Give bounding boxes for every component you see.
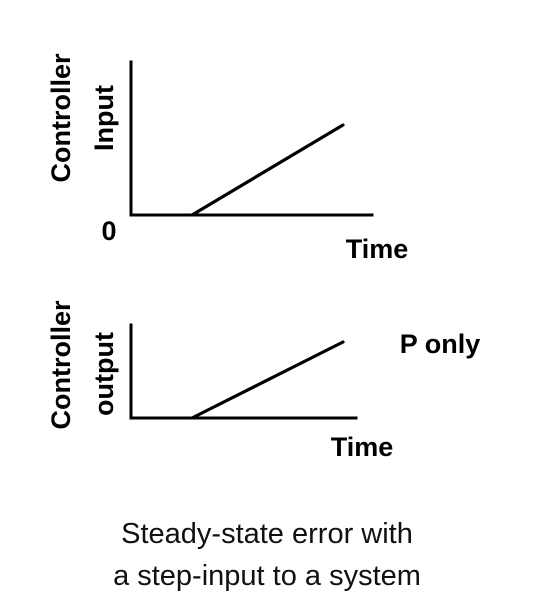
top-ramp-line [190,123,345,217]
top-xlabel: Time [346,234,409,264]
caption-line2: a step-input to a system [113,560,421,592]
bottom-xlabel: Time [331,432,394,462]
bottom-plot: Controller output P only Time [46,300,480,462]
top-ylabel-line1: Controller [46,53,76,182]
bottom-ramp-line [190,340,345,420]
bottom-ylabel-line2: output [89,332,119,416]
top-plot: Controller Input 0 Time [46,53,408,264]
bottom-ylabel-line1: Controller [46,300,76,429]
top-ylabel-line2: Input [89,85,119,151]
top-origin-label: 0 [101,216,116,246]
bottom-annotation: P only [400,329,481,359]
caption-line1: Steady-state error with [121,518,413,550]
